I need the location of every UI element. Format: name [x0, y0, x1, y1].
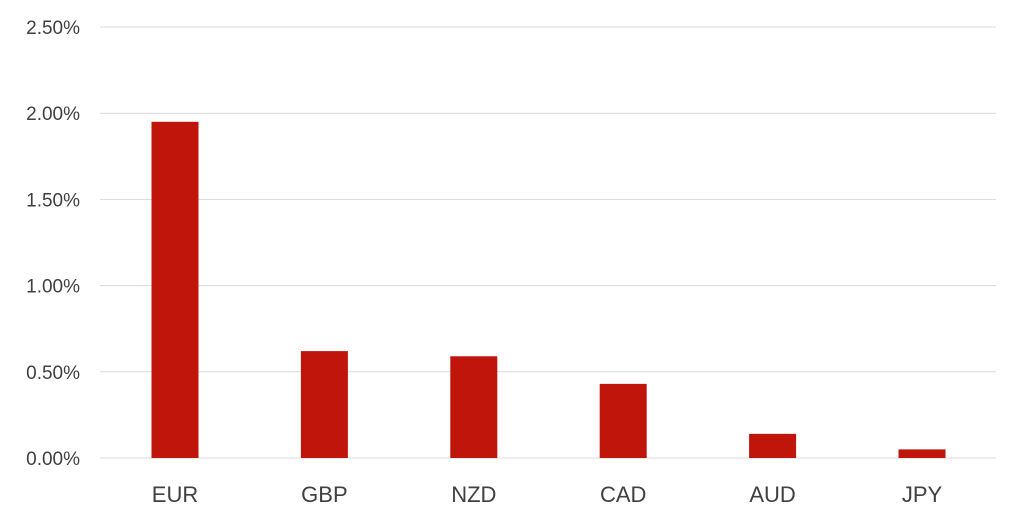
x-category-label: NZD	[451, 482, 496, 507]
y-axis-tick-labels: 0.00% 0.50% 1.00% 1.50% 2.00% 2.50%	[26, 18, 80, 470]
gridlines	[100, 26, 996, 459]
bar-nzd	[450, 356, 498, 458]
x-category-label: JPY	[902, 482, 943, 507]
y-tick-label: 2.00%	[26, 104, 80, 125]
bar-jpy	[898, 449, 946, 458]
y-tick-label: 1.00%	[26, 277, 80, 298]
x-category-label: CAD	[600, 482, 646, 507]
x-category-label: EUR	[152, 482, 198, 507]
bars	[151, 121, 946, 458]
x-category-label: AUD	[749, 482, 795, 507]
y-tick-label: 0.50%	[26, 363, 80, 384]
bar-aud	[749, 433, 797, 458]
x-axis-category-labels: EUR GBP NZD CAD AUD JPY	[152, 482, 943, 507]
y-tick-label: 0.00%	[26, 449, 80, 470]
y-tick-label: 1.50%	[26, 190, 80, 211]
x-category-label: GBP	[301, 482, 347, 507]
bar-gbp	[300, 351, 348, 458]
y-tick-label: 2.50%	[26, 18, 80, 39]
bar-cad	[599, 383, 647, 458]
bar-eur	[151, 121, 199, 458]
